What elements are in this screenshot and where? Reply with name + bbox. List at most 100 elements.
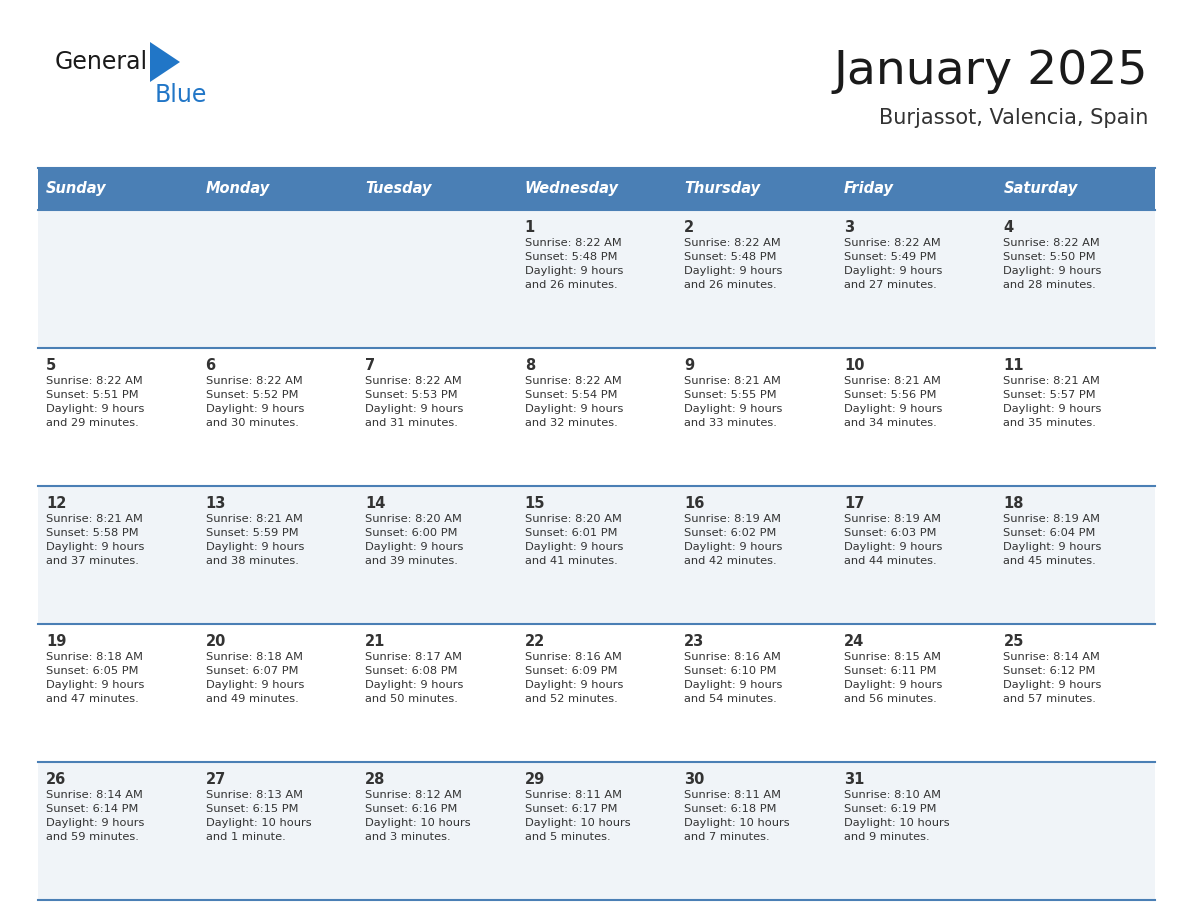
Bar (517, 486, 676, 624)
Text: Sunrise: 8:22 AM
Sunset: 5:52 PM
Daylight: 9 hours
and 30 minutes.: Sunrise: 8:22 AM Sunset: 5:52 PM Dayligh… (206, 376, 304, 428)
Bar (836, 486, 996, 624)
Text: 21: 21 (365, 634, 386, 649)
Text: Sunrise: 8:14 AM
Sunset: 6:12 PM
Daylight: 9 hours
and 57 minutes.: Sunrise: 8:14 AM Sunset: 6:12 PM Dayligh… (1004, 652, 1101, 704)
Text: Sunday: Sunday (46, 182, 107, 196)
Text: 18: 18 (1004, 496, 1024, 511)
Text: 22: 22 (525, 634, 545, 649)
Text: Sunrise: 8:22 AM
Sunset: 5:50 PM
Daylight: 9 hours
and 28 minutes.: Sunrise: 8:22 AM Sunset: 5:50 PM Dayligh… (1004, 238, 1101, 290)
Bar (38, 762, 197, 900)
Text: 19: 19 (46, 634, 67, 649)
Text: Sunrise: 8:11 AM
Sunset: 6:18 PM
Daylight: 10 hours
and 7 minutes.: Sunrise: 8:11 AM Sunset: 6:18 PM Dayligh… (684, 790, 790, 842)
Text: Sunrise: 8:22 AM
Sunset: 5:53 PM
Daylight: 9 hours
and 31 minutes.: Sunrise: 8:22 AM Sunset: 5:53 PM Dayligh… (365, 376, 463, 428)
Text: Sunrise: 8:18 AM
Sunset: 6:05 PM
Daylight: 9 hours
and 47 minutes.: Sunrise: 8:18 AM Sunset: 6:05 PM Dayligh… (46, 652, 145, 704)
Text: 26: 26 (46, 772, 67, 787)
Text: 12: 12 (46, 496, 67, 511)
Bar (676, 624, 836, 762)
Text: 1: 1 (525, 220, 535, 235)
Text: 6: 6 (206, 358, 216, 373)
Bar (38, 210, 197, 348)
Text: Sunrise: 8:17 AM
Sunset: 6:08 PM
Daylight: 9 hours
and 50 minutes.: Sunrise: 8:17 AM Sunset: 6:08 PM Dayligh… (365, 652, 463, 704)
Text: Sunrise: 8:16 AM
Sunset: 6:10 PM
Daylight: 9 hours
and 54 minutes.: Sunrise: 8:16 AM Sunset: 6:10 PM Dayligh… (684, 652, 783, 704)
Bar (38, 486, 197, 624)
Text: 23: 23 (684, 634, 704, 649)
Text: 4: 4 (1004, 220, 1013, 235)
Text: 29: 29 (525, 772, 545, 787)
Bar (358, 348, 517, 486)
Bar (836, 348, 996, 486)
Text: Sunrise: 8:19 AM
Sunset: 6:02 PM
Daylight: 9 hours
and 42 minutes.: Sunrise: 8:19 AM Sunset: 6:02 PM Dayligh… (684, 514, 783, 566)
Bar (836, 168, 996, 210)
Text: 15: 15 (525, 496, 545, 511)
Text: Sunrise: 8:19 AM
Sunset: 6:04 PM
Daylight: 9 hours
and 45 minutes.: Sunrise: 8:19 AM Sunset: 6:04 PM Dayligh… (1004, 514, 1101, 566)
Text: 13: 13 (206, 496, 226, 511)
Text: Friday: Friday (843, 182, 893, 196)
Text: Sunrise: 8:21 AM
Sunset: 5:57 PM
Daylight: 9 hours
and 35 minutes.: Sunrise: 8:21 AM Sunset: 5:57 PM Dayligh… (1004, 376, 1101, 428)
Polygon shape (150, 42, 181, 82)
Text: 25: 25 (1004, 634, 1024, 649)
Bar (517, 348, 676, 486)
Bar (676, 762, 836, 900)
Text: Sunrise: 8:15 AM
Sunset: 6:11 PM
Daylight: 9 hours
and 56 minutes.: Sunrise: 8:15 AM Sunset: 6:11 PM Dayligh… (843, 652, 942, 704)
Text: Sunrise: 8:22 AM
Sunset: 5:51 PM
Daylight: 9 hours
and 29 minutes.: Sunrise: 8:22 AM Sunset: 5:51 PM Dayligh… (46, 376, 145, 428)
Bar (517, 762, 676, 900)
Bar (517, 168, 676, 210)
Text: Sunrise: 8:16 AM
Sunset: 6:09 PM
Daylight: 9 hours
and 52 minutes.: Sunrise: 8:16 AM Sunset: 6:09 PM Dayligh… (525, 652, 623, 704)
Text: Sunrise: 8:21 AM
Sunset: 5:59 PM
Daylight: 9 hours
and 38 minutes.: Sunrise: 8:21 AM Sunset: 5:59 PM Dayligh… (206, 514, 304, 566)
Text: Tuesday: Tuesday (365, 182, 431, 196)
Bar (996, 624, 1155, 762)
Bar (38, 624, 197, 762)
Bar (38, 168, 197, 210)
Text: January 2025: January 2025 (834, 50, 1148, 95)
Text: Sunrise: 8:22 AM
Sunset: 5:54 PM
Daylight: 9 hours
and 32 minutes.: Sunrise: 8:22 AM Sunset: 5:54 PM Dayligh… (525, 376, 623, 428)
Text: 28: 28 (365, 772, 386, 787)
Text: Wednesday: Wednesday (525, 182, 619, 196)
Text: Sunrise: 8:14 AM
Sunset: 6:14 PM
Daylight: 9 hours
and 59 minutes.: Sunrise: 8:14 AM Sunset: 6:14 PM Dayligh… (46, 790, 145, 842)
Text: 14: 14 (365, 496, 386, 511)
Bar (358, 486, 517, 624)
Text: Burjassot, Valencia, Spain: Burjassot, Valencia, Spain (879, 108, 1148, 128)
Text: 31: 31 (843, 772, 864, 787)
Bar (358, 762, 517, 900)
Text: Sunrise: 8:22 AM
Sunset: 5:48 PM
Daylight: 9 hours
and 26 minutes.: Sunrise: 8:22 AM Sunset: 5:48 PM Dayligh… (684, 238, 783, 290)
Bar (676, 168, 836, 210)
Text: Sunrise: 8:11 AM
Sunset: 6:17 PM
Daylight: 10 hours
and 5 minutes.: Sunrise: 8:11 AM Sunset: 6:17 PM Dayligh… (525, 790, 631, 842)
Bar (197, 348, 358, 486)
Text: 16: 16 (684, 496, 704, 511)
Text: Sunrise: 8:21 AM
Sunset: 5:56 PM
Daylight: 9 hours
and 34 minutes.: Sunrise: 8:21 AM Sunset: 5:56 PM Dayligh… (843, 376, 942, 428)
Bar (836, 624, 996, 762)
Text: 30: 30 (684, 772, 704, 787)
Bar (197, 762, 358, 900)
Text: Sunrise: 8:22 AM
Sunset: 5:49 PM
Daylight: 9 hours
and 27 minutes.: Sunrise: 8:22 AM Sunset: 5:49 PM Dayligh… (843, 238, 942, 290)
Text: 5: 5 (46, 358, 56, 373)
Text: Sunrise: 8:19 AM
Sunset: 6:03 PM
Daylight: 9 hours
and 44 minutes.: Sunrise: 8:19 AM Sunset: 6:03 PM Dayligh… (843, 514, 942, 566)
Bar (996, 348, 1155, 486)
Text: Sunrise: 8:20 AM
Sunset: 6:00 PM
Daylight: 9 hours
and 39 minutes.: Sunrise: 8:20 AM Sunset: 6:00 PM Dayligh… (365, 514, 463, 566)
Bar (358, 210, 517, 348)
Text: Sunrise: 8:21 AM
Sunset: 5:58 PM
Daylight: 9 hours
and 37 minutes.: Sunrise: 8:21 AM Sunset: 5:58 PM Dayligh… (46, 514, 145, 566)
Bar (38, 348, 197, 486)
Text: Saturday: Saturday (1004, 182, 1078, 196)
Bar (836, 210, 996, 348)
Bar (517, 210, 676, 348)
Bar (676, 348, 836, 486)
Text: Monday: Monday (206, 182, 270, 196)
Text: 17: 17 (843, 496, 864, 511)
Text: 24: 24 (843, 634, 864, 649)
Bar (197, 168, 358, 210)
Bar (358, 624, 517, 762)
Bar (836, 762, 996, 900)
Text: 11: 11 (1004, 358, 1024, 373)
Bar (996, 168, 1155, 210)
Bar (996, 210, 1155, 348)
Bar (197, 210, 358, 348)
Text: 27: 27 (206, 772, 226, 787)
Text: 7: 7 (365, 358, 375, 373)
Text: 20: 20 (206, 634, 226, 649)
Bar (996, 762, 1155, 900)
Bar (517, 624, 676, 762)
Text: Sunrise: 8:13 AM
Sunset: 6:15 PM
Daylight: 10 hours
and 1 minute.: Sunrise: 8:13 AM Sunset: 6:15 PM Dayligh… (206, 790, 311, 842)
Bar (996, 486, 1155, 624)
Text: 9: 9 (684, 358, 695, 373)
Text: 2: 2 (684, 220, 695, 235)
Bar (676, 210, 836, 348)
